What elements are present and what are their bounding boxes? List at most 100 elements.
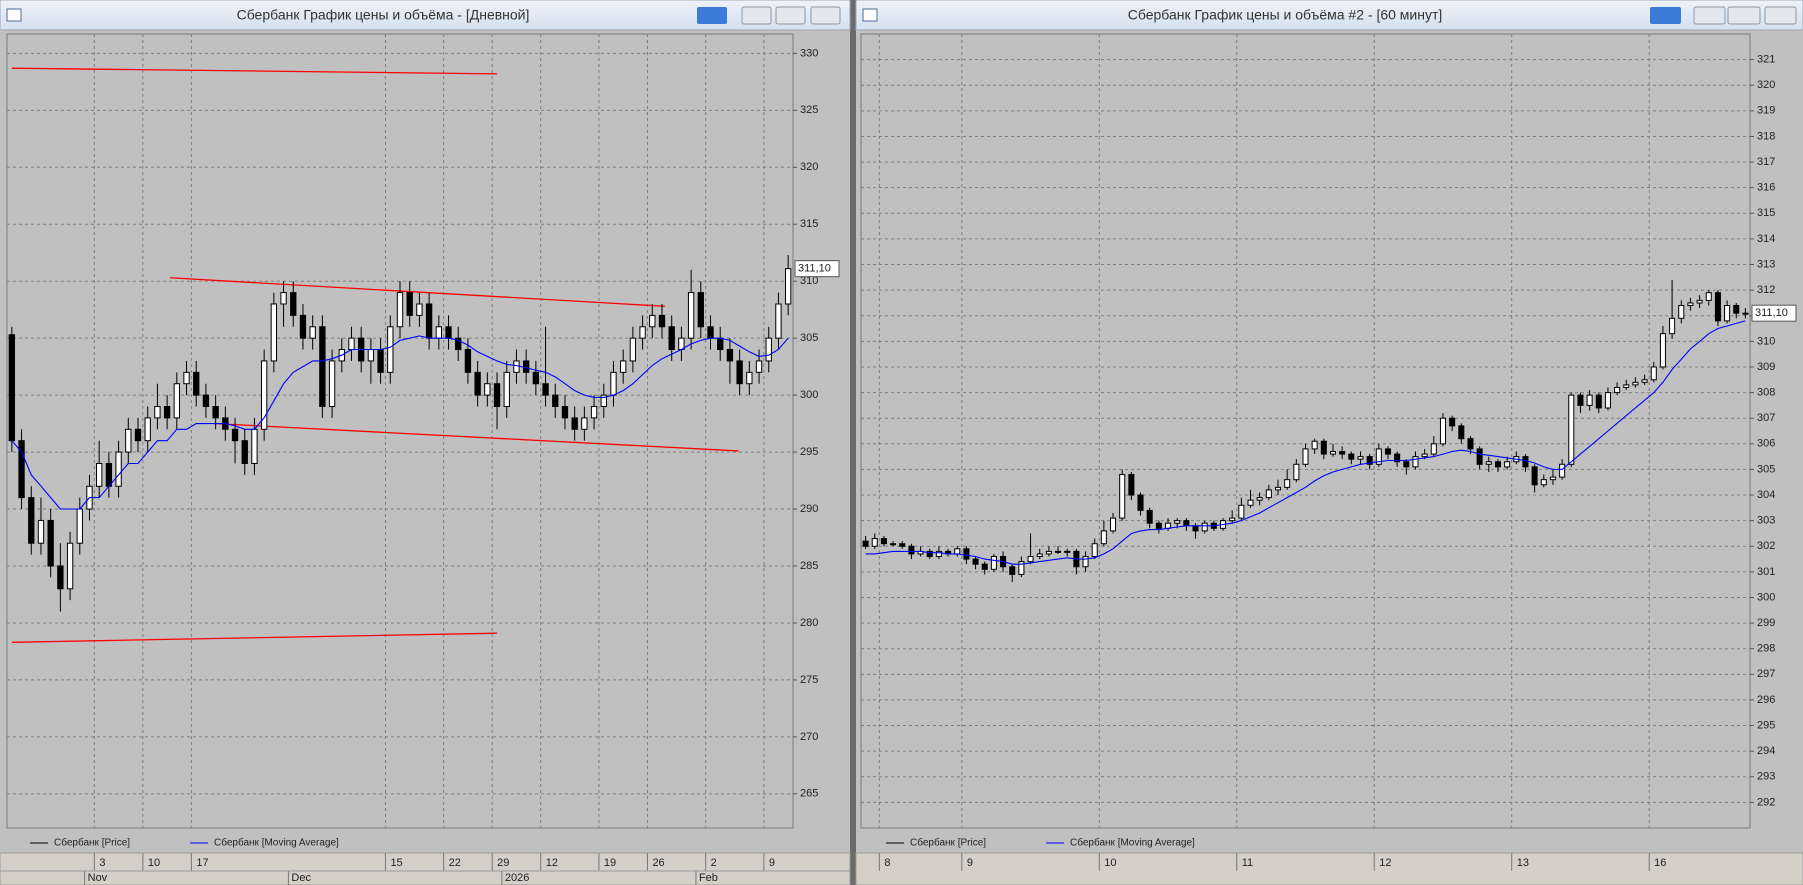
candle-body [202,394,210,408]
candle-body [105,462,113,487]
y-tick-label: 317 [1757,156,1775,168]
candle-body [1403,461,1410,468]
candle-body [935,550,942,558]
minimize-button[interactable] [1693,6,1726,25]
window-title: Сбербанк График цены и объёма #2 - [60 м… [1128,7,1443,23]
candle-body [8,334,16,442]
candle-body [542,383,549,396]
candle-body [1659,333,1666,368]
minimize-button[interactable] [741,6,772,25]
candle-body [1604,392,1611,409]
candle-body [125,428,132,453]
candle-body [96,462,103,487]
window-titlebar: Сбербанк График цены и объёма #2 - [60 м… [855,0,1803,31]
candle-body [1055,550,1062,553]
candle-body [532,371,540,385]
y-tick-label: 305 [800,332,818,344]
candle-body [1476,448,1483,465]
candle-body [1568,394,1575,465]
y-tick-label: 299 [1757,617,1775,629]
y-tick-label: 295 [1757,719,1775,731]
link-button[interactable] [697,7,727,24]
x-tick-label: 10 [1104,857,1116,869]
y-tick-label: 294 [1757,745,1775,757]
candle-body [746,371,753,385]
candle-body [1531,466,1538,486]
candle-body [629,337,637,362]
candle-body [590,406,598,419]
candle-body [299,314,307,339]
candle-body [144,417,151,442]
candle-body [406,292,413,316]
candle-body [1705,292,1712,301]
window-title: Сбербанк График цены и объёма - [Дневной… [237,7,530,23]
maximize-button[interactable] [1727,6,1761,25]
candle-body [1366,456,1373,465]
candle-body [1256,497,1263,501]
candle-body [348,337,355,351]
y-tick-label: 320 [800,161,818,173]
y-tick-label: 270 [800,731,818,743]
legend-label: Сбербанк [Price] [910,837,986,849]
candle-body [319,326,326,408]
candle-body [1302,448,1309,465]
candle-body [1018,561,1025,575]
x-tick-label: 19 [604,857,616,869]
x-tick-label: 22 [449,857,461,869]
x-tick-label: 15 [390,857,402,869]
legend-label: Сбербанк [Moving Average] [1070,837,1195,849]
candle-body [1174,520,1181,524]
candle-body [687,292,695,339]
moving-average-line [865,320,1746,565]
candle-body [1100,530,1107,545]
candle-body [697,292,704,328]
candle-body [1623,384,1630,388]
moving-average-line [11,335,789,510]
candle-body [57,565,64,590]
x-tick-label: 8 [884,857,890,869]
candle-body [1192,525,1199,532]
candle-body [464,349,472,373]
close-button[interactable] [1764,6,1797,25]
candle-body [1293,463,1300,481]
candle-body [1247,499,1254,506]
candle-body [1009,566,1016,575]
y-tick-label: 308 [1757,386,1775,398]
close-button[interactable] [810,6,841,25]
candle-body [1494,461,1501,468]
candle-body [183,371,190,385]
candle-body [290,292,297,316]
candle-body [231,428,239,442]
candle-body [990,556,997,570]
link-button[interactable] [1650,7,1681,24]
x-tick-label: 9 [967,857,973,869]
candle-body [1146,509,1153,524]
y-tick-label: 315 [1757,207,1775,219]
candle-body [1082,556,1089,568]
x-tick-label: 12 [1379,857,1391,869]
legend-label: Сбербанк [Price] [54,837,130,849]
axis-strip [0,852,851,885]
candle-body [1559,463,1566,478]
candle-body [37,519,45,544]
y-tick-label: 313 [1757,258,1775,270]
candle-body [154,406,161,419]
candle-body [270,303,278,362]
candle-body [1614,386,1621,394]
y-tick-label: 298 [1757,643,1775,655]
candle-body [908,545,915,555]
y-tick-label: 300 [1757,591,1775,603]
y-tick-label: 265 [800,788,818,800]
candle-body [1384,448,1392,455]
y-tick-label: 325 [800,104,818,116]
maximize-button[interactable] [775,6,806,25]
candle-body [445,326,452,339]
y-tick-label: 300 [800,389,818,401]
candle-body [163,406,171,419]
candle-body [435,326,442,339]
candle-body [1375,448,1382,465]
window-titlebar: Сбербанк График цены и объёма - [Дневной… [0,0,851,31]
candle-body [1439,417,1446,445]
candle-body [377,349,384,373]
month-label: Nov [88,872,108,884]
